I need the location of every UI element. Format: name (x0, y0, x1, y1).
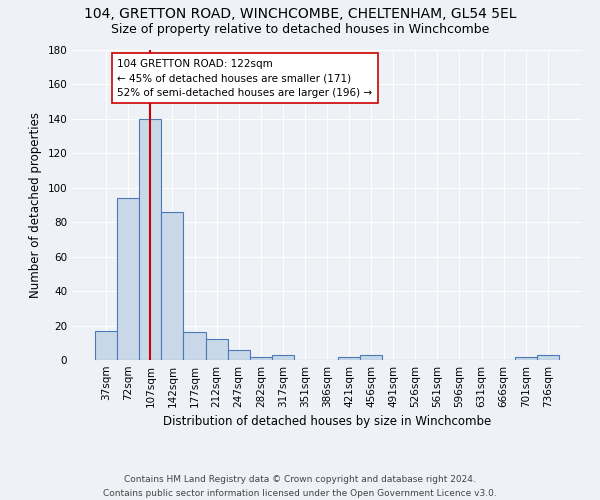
Bar (360, 355, 382, 360)
Bar (272, 355, 294, 360)
Bar (227, 350, 250, 360)
Bar (184, 332, 206, 360)
Text: 104, GRETTON ROAD, WINCHCOMBE, CHELTENHAM, GL54 5EL: 104, GRETTON ROAD, WINCHCOMBE, CHELTENHA… (84, 8, 516, 22)
Bar (117, 198, 139, 360)
Bar (338, 356, 360, 360)
Bar (537, 355, 559, 360)
Bar (95, 330, 117, 360)
Bar (139, 119, 161, 360)
X-axis label: Distribution of detached houses by size in Winchcombe: Distribution of detached houses by size … (163, 416, 491, 428)
Y-axis label: Number of detached properties: Number of detached properties (29, 112, 42, 298)
Text: 104 GRETTON ROAD: 122sqm
← 45% of detached houses are smaller (171)
52% of semi-: 104 GRETTON ROAD: 122sqm ← 45% of detach… (117, 58, 373, 98)
Bar (250, 356, 272, 360)
Bar (161, 212, 184, 360)
Text: Contains HM Land Registry data © Crown copyright and database right 2024.
Contai: Contains HM Land Registry data © Crown c… (103, 476, 497, 498)
Bar (206, 340, 227, 360)
Bar (515, 356, 537, 360)
Text: Size of property relative to detached houses in Winchcombe: Size of property relative to detached ho… (111, 22, 489, 36)
